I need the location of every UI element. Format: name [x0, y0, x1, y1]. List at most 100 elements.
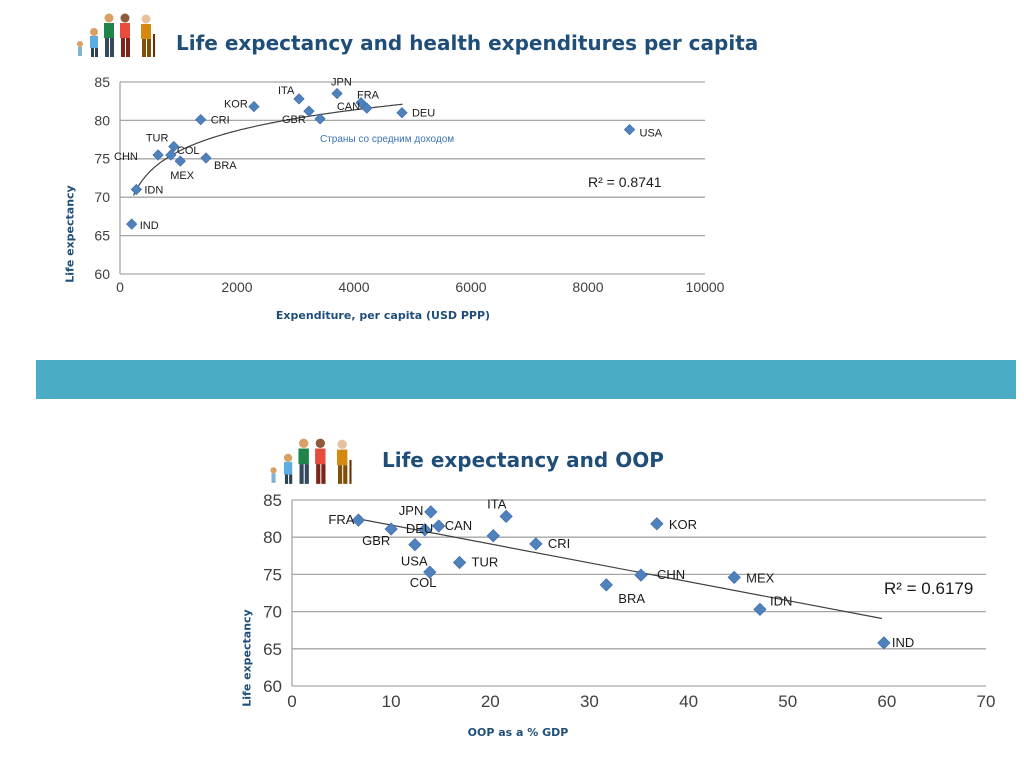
chart2-data-point: [384, 522, 398, 536]
chart1-point-label: KOR: [224, 99, 248, 111]
chart1-xtick-label: 2000: [221, 279, 252, 295]
chart2-point-label: BRA: [618, 591, 645, 606]
chart1-point-label: FRA: [357, 90, 380, 102]
section-divider-band: [36, 360, 1016, 399]
chart2-data-point: [877, 636, 891, 650]
chart2-data-point: [650, 517, 664, 531]
chart1-point-label: COL: [177, 145, 200, 157]
chart2-point-label: GBR: [362, 533, 390, 548]
chart1-point-label: TUR: [146, 133, 169, 145]
chart2-point-label: JPN: [399, 503, 424, 518]
chart2-xtick-label: 20: [481, 692, 500, 711]
chart1-ytick-label: 85: [94, 74, 110, 90]
chart2-point-label: CRI: [548, 536, 570, 551]
chart2-r2-label: R² = 0.6179: [884, 579, 973, 598]
chart2-ytick-label: 85: [263, 491, 282, 510]
chart1-data-point: [126, 218, 138, 230]
chart1-title: Life expectancy and health expenditures …: [176, 31, 759, 55]
chart2-ytick-label: 70: [263, 603, 282, 622]
chart1-ytick-label: 60: [94, 266, 110, 282]
chart1-data-point: [355, 97, 367, 109]
chart1-point-label: CRI: [211, 115, 230, 127]
chart2-data-point: [418, 523, 432, 537]
chart2-data-point: [432, 519, 446, 533]
chart2-point-label: IND: [892, 635, 914, 650]
chart2-point-label: USA: [401, 554, 428, 569]
chart2-point-label: FRA: [328, 512, 354, 527]
chart1-data-point: [165, 149, 177, 161]
chart2-xtick-label: 0: [287, 692, 296, 711]
chart2-data-point: [529, 537, 543, 551]
chart1-ytick-label: 65: [94, 228, 110, 244]
chart1-data-point: [168, 140, 180, 153]
chart1-data-point: [195, 114, 207, 126]
chart1-xtick-label: 8000: [572, 279, 603, 295]
chart2-ytick-label: 65: [263, 640, 282, 659]
chart2-data-point: [351, 513, 366, 527]
chart2-xtick-label: 60: [877, 692, 896, 711]
chart2-point-label: KOR: [669, 517, 697, 532]
chart1-data-point: [361, 102, 373, 114]
chart2-data-point: [423, 565, 437, 579]
chart1-data-point: [152, 149, 164, 161]
chart1-point-label: CHN: [114, 151, 138, 163]
chart1-point-label: ITA: [278, 85, 295, 97]
chart1-xtick-label: 6000: [455, 279, 486, 295]
chart1-ytick-label: 80: [94, 112, 110, 128]
chart1-data-point: [293, 93, 305, 105]
chart2-trend-line: [356, 517, 883, 620]
chart2-point-label: COL: [410, 575, 437, 590]
chart2-data-point: [727, 570, 741, 585]
chart1-annotation: Страны со средним доходом: [320, 134, 454, 145]
chart1-data-point: [623, 123, 636, 136]
chart1-xlabel: Expenditure, per capita (USD PPP): [275, 309, 491, 322]
chart2-ytick-label: 60: [263, 677, 282, 696]
chart2-point-label: DEU: [406, 521, 433, 536]
chart2-data-point: [452, 555, 467, 570]
people-illustration-icon: [270, 438, 352, 484]
people-illustration-icon: [77, 13, 155, 57]
chart1-ytick-label: 75: [94, 151, 110, 167]
chart2-xlabel: OOP as a % GDP: [467, 726, 569, 739]
chart1-plot: 60 65 70 75 80 85 0 2000 4000 6000 8000 10000 IND IDN…: [94, 74, 725, 295]
chart1-xtick-label: 4000: [338, 279, 369, 295]
chart1-data-point: [314, 113, 326, 125]
chart1-ytick-label: 70: [94, 189, 110, 205]
chart2-point-label: CHN: [657, 567, 685, 582]
chart2-ytick-label: 80: [263, 528, 282, 547]
chart2-data-point: [753, 602, 767, 616]
chart1-point-label: IND: [140, 220, 159, 232]
chart1-data-point: [331, 87, 343, 100]
chart1-point-label: USA: [640, 128, 663, 140]
chart2-data-point: [424, 505, 438, 519]
chart2-xtick-label: 30: [580, 692, 599, 711]
chart2-point-label: TUR: [472, 554, 499, 569]
chart1-trend-line: [132, 103, 403, 196]
chart2-data-point: [486, 529, 500, 543]
chart1-data-point: [396, 107, 408, 119]
chart1-point-label: IDN: [144, 185, 163, 197]
chart1-xtick-label: 10000: [686, 279, 725, 295]
chart1-data-point: [200, 152, 212, 164]
chart1-point-label: GBR: [282, 114, 306, 126]
chart2-data-point: [408, 538, 422, 552]
chart1-point-label: BRA: [214, 160, 237, 172]
chart2-title: Life expectancy and OOP: [382, 448, 664, 472]
chart2-data-point: [634, 568, 648, 582]
chart1-data-point: [174, 155, 186, 167]
chart1-point-label: DEU: [412, 108, 435, 120]
chart1-point-label: MEX: [170, 170, 195, 182]
chart1-r2-label: R² = 0.8741: [588, 174, 662, 190]
chart1-data-point: [303, 105, 315, 117]
chart2-xtick-label: 40: [679, 692, 698, 711]
chart2-point-label: ITA: [487, 496, 507, 511]
chart2-data-point: [499, 509, 513, 523]
chart2-ytick-label: 75: [263, 565, 282, 584]
chart1-data-point: [130, 183, 143, 196]
chart2-data-point: [599, 578, 613, 592]
chart2-xtick-label: 50: [778, 692, 797, 711]
chart1-data-point: [248, 100, 260, 113]
chart1-point-label: CAN: [337, 101, 360, 113]
chart2-point-label: MEX: [746, 570, 775, 585]
